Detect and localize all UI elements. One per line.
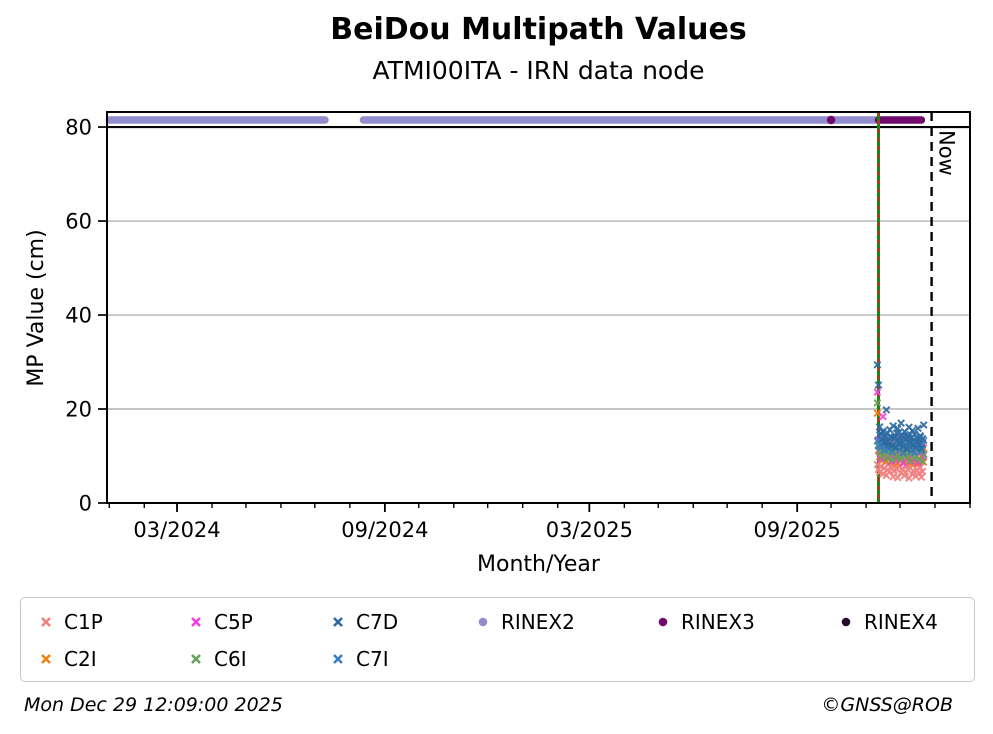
legend-item-c7d: C7D bbox=[329, 606, 474, 638]
chart-title: BeiDou Multipath Values bbox=[330, 12, 747, 47]
legend-label-c1p: C1P bbox=[64, 609, 103, 634]
legend-label-c5p: C5P bbox=[214, 609, 253, 634]
legend-item-rinex2: RINEX2 bbox=[474, 606, 654, 638]
legend-item-c1p: C1P bbox=[37, 606, 187, 638]
legend-item-c7i: C7I bbox=[329, 643, 474, 675]
svg-text:60: 60 bbox=[65, 210, 92, 234]
c6i-x-marker-icon bbox=[187, 650, 205, 668]
legend-label-c7d: C7D bbox=[356, 609, 399, 634]
svg-text:20: 20 bbox=[65, 398, 92, 422]
rinex4-dot-marker-icon bbox=[837, 613, 855, 631]
rinex3-dot-marker-icon bbox=[654, 613, 672, 631]
rinex2-dot-marker-icon bbox=[474, 613, 492, 631]
legend-item-c6i: C6I bbox=[187, 643, 329, 675]
legend-label-c6i: C6I bbox=[214, 646, 247, 671]
plot-area: 0 20 40 60 80 03/2024 09/2024 03/2025 09/2025 Now bbox=[65, 111, 971, 542]
c1p-x-marker-icon bbox=[37, 613, 55, 631]
legend-item-c2i: C2I bbox=[37, 643, 187, 675]
c2i-x-marker-icon bbox=[37, 650, 55, 668]
x-axis-label: Month/Year bbox=[477, 552, 600, 577]
legend: C1P C5P C7D RINEX2 RINEX3 RINEX4 C2I C6 bbox=[20, 597, 975, 682]
svg-text:03/2024: 03/2024 bbox=[133, 518, 220, 542]
c7d-x-marker-icon bbox=[329, 613, 347, 631]
c7i-x-marker-icon bbox=[329, 650, 347, 668]
svg-text:09/2024: 09/2024 bbox=[341, 518, 428, 542]
copyright: ©GNSS@ROB bbox=[821, 694, 953, 716]
legend-item-rinex3: RINEX3 bbox=[654, 606, 837, 638]
legend-label-c7i: C7I bbox=[356, 646, 389, 671]
plot-timestamp: Mon Dec 29 12:09:00 2025 bbox=[24, 694, 283, 716]
legend-label-rinex4: RINEX4 bbox=[864, 609, 938, 634]
svg-text:40: 40 bbox=[65, 304, 92, 328]
svg-text:09/2025: 09/2025 bbox=[754, 518, 841, 542]
svg-text:80: 80 bbox=[65, 116, 92, 140]
c5p-x-marker-icon bbox=[187, 613, 205, 631]
legend-label-rinex2: RINEX2 bbox=[501, 609, 575, 634]
legend-item-c5p: C5P bbox=[187, 606, 329, 638]
chart-subtitle: ATMI00ITA - IRN data node bbox=[372, 56, 705, 85]
svg-text:0: 0 bbox=[79, 492, 92, 516]
svg-text:03/2025: 03/2025 bbox=[546, 518, 633, 542]
svg-text:Now: Now bbox=[935, 130, 959, 176]
legend-label-rinex3: RINEX3 bbox=[681, 609, 755, 634]
y-axis-label: MP Value (cm) bbox=[24, 229, 49, 387]
legend-label-c2i: C2I bbox=[64, 646, 97, 671]
legend-item-rinex4: RINEX4 bbox=[837, 606, 974, 638]
